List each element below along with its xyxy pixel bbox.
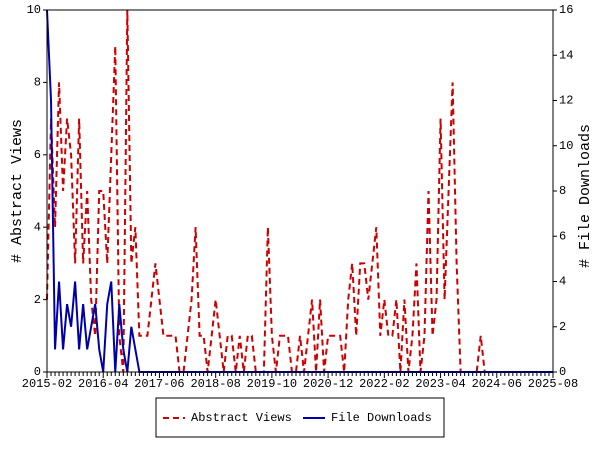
plot-frame (46, 9, 554, 373)
y-tick-label: 4 (34, 220, 41, 234)
y2-tick-label: 2 (559, 320, 566, 334)
x-tick-label: 2018-08 (190, 377, 240, 391)
x-tick-label: 2019-10 (247, 377, 297, 391)
x-tick-label: 2025-08 (528, 377, 578, 391)
y2-tick-label: 10 (559, 139, 573, 153)
y2-tick-label: 8 (559, 184, 566, 198)
y2-tick-label: 14 (559, 48, 573, 62)
y2-tick-label: 4 (559, 275, 566, 289)
y-tick-label: 10 (27, 3, 41, 17)
x-tick-label: 2016-04 (78, 377, 128, 391)
y-tick-label: 0 (34, 365, 41, 379)
x-tick-label: 2023-04 (415, 377, 465, 391)
x-tick-label: 2024-06 (472, 377, 522, 391)
y2-tick-label: 6 (559, 229, 566, 243)
legend-label: File Downloads (331, 411, 432, 425)
y-tick-label: 2 (34, 293, 41, 307)
line (46, 9, 553, 373)
y2-tick-label: 16 (559, 3, 573, 17)
y2-axis-title: # File Downloads (577, 124, 594, 268)
y2-tick-label: 12 (559, 94, 573, 108)
x-tick-label: 2020-12 (303, 377, 353, 391)
y2-tick-label: 0 (559, 365, 566, 379)
x-tick-label: 2022-02 (359, 377, 409, 391)
y-axis-title: # Abstract Views (9, 119, 26, 263)
y-tick-label: 8 (34, 76, 41, 90)
legend-box (155, 397, 445, 438)
x-tick-label: 2017-06 (134, 377, 184, 391)
line (46, 9, 553, 373)
y-tick-label: 6 (34, 148, 41, 162)
x-tick-label: 2015-02 (22, 377, 72, 391)
legend-label: Abstract Views (191, 411, 292, 425)
